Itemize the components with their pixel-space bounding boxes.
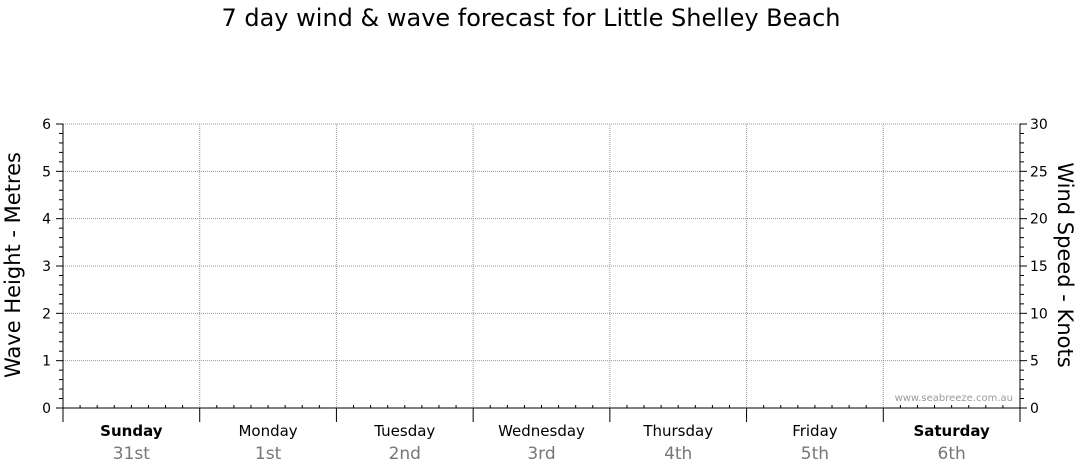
left-axis-title: Wave Height - Metres	[1, 152, 25, 378]
day-date-label: 4th	[664, 444, 692, 464]
left-tick-label: 6	[42, 117, 51, 133]
day-date-label: 3rd	[527, 444, 555, 464]
right-tick-label: 0	[1030, 401, 1039, 417]
right-tick-label: 20	[1030, 212, 1048, 228]
day-name-label: Wednesday	[498, 422, 585, 440]
day-name-label: Tuesday	[373, 422, 435, 440]
day-date-label: 5th	[801, 444, 829, 464]
right-axis-title: Wind Speed - Knots	[1053, 162, 1077, 367]
chart-title: 7 day wind & wave forecast for Little Sh…	[221, 4, 841, 32]
left-tick-label: 1	[42, 354, 51, 370]
grid-layer	[63, 123, 1020, 408]
axes-layer	[56, 123, 1027, 422]
day-name-label: Thursday	[642, 422, 713, 440]
right-tick-label: 10	[1030, 306, 1048, 322]
watermark: www.seabreeze.com.au	[895, 393, 1013, 404]
right-tick-label: 30	[1030, 117, 1048, 133]
day-date-label: 1st	[255, 444, 282, 464]
left-tick-label: 0	[42, 401, 51, 417]
day-date-label: 2nd	[389, 444, 421, 464]
day-date-label: 6th	[938, 444, 966, 464]
day-name-label: Monday	[238, 422, 297, 440]
right-tick-label: 5	[1030, 354, 1039, 370]
left-tick-label: 3	[42, 259, 51, 275]
left-tick-label: 4	[42, 212, 51, 228]
day-name-label: Saturday	[913, 422, 990, 440]
left-tick-label: 5	[42, 164, 51, 180]
labels-layer: 0 1 2 3 4 5 6 0 5 10 15 20 25 30 Sunday 31st Monday 1st Tu…	[42, 117, 1048, 464]
day-date-label: 31st	[113, 444, 150, 464]
day-name-label: Sunday	[100, 422, 163, 440]
left-tick-label: 2	[42, 306, 51, 322]
right-tick-label: 25	[1030, 164, 1048, 180]
right-tick-label: 15	[1030, 259, 1048, 275]
day-name-label: Friday	[792, 422, 838, 440]
